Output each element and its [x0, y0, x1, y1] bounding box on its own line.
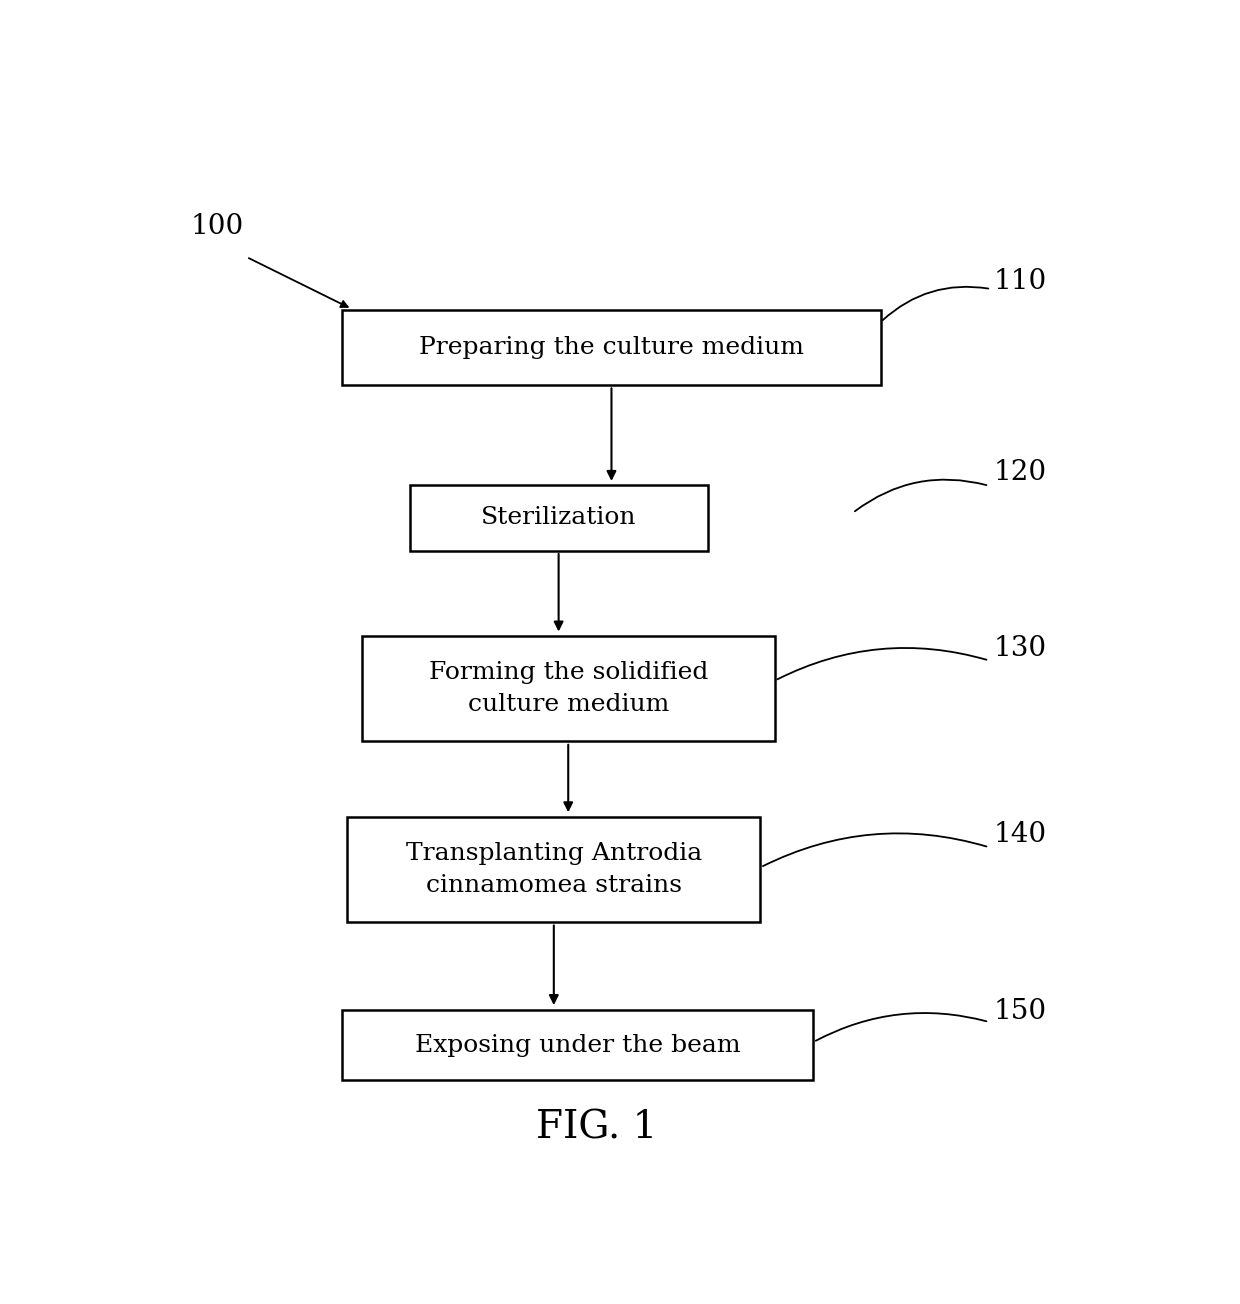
- Bar: [342, 1009, 813, 1080]
- Text: 150: 150: [993, 999, 1047, 1025]
- Text: Sterilization: Sterilization: [481, 506, 636, 529]
- Text: 110: 110: [993, 269, 1047, 296]
- Bar: [362, 636, 775, 742]
- Text: 100: 100: [191, 214, 244, 240]
- Bar: [342, 309, 880, 385]
- Text: Transplanting Antrodia
cinnamomea strains: Transplanting Antrodia cinnamomea strain…: [405, 842, 702, 897]
- Text: 140: 140: [993, 820, 1047, 848]
- Bar: [409, 485, 708, 550]
- Text: Exposing under the beam: Exposing under the beam: [415, 1034, 740, 1056]
- Text: Forming the solidified
culture medium: Forming the solidified culture medium: [429, 661, 708, 716]
- Text: 130: 130: [993, 635, 1047, 662]
- Text: 120: 120: [993, 459, 1047, 486]
- Text: Preparing the culture medium: Preparing the culture medium: [419, 335, 804, 359]
- Text: FIG. 1: FIG. 1: [537, 1110, 657, 1148]
- Bar: [347, 816, 760, 922]
